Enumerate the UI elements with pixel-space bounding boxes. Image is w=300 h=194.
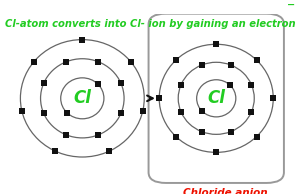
FancyBboxPatch shape (148, 14, 284, 183)
Text: Cl-atom converts into Cl- ion by gaining an electron: Cl-atom converts into Cl- ion by gaining… (5, 19, 295, 29)
Text: Chloride anion: Chloride anion (183, 188, 267, 194)
Text: Cl: Cl (73, 89, 91, 107)
Text: Cl: Cl (207, 89, 225, 107)
Text: −: − (287, 0, 295, 10)
